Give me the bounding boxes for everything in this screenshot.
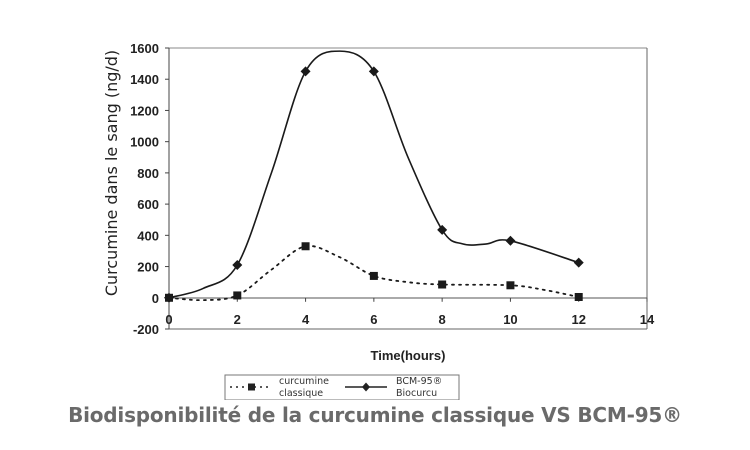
legend-label-line2: Biocurcu [396, 388, 437, 399]
square-marker-icon [574, 292, 583, 301]
legend: curcumine classique BCM-95® Biocurcu [224, 374, 460, 400]
y-tick-label: 400 [137, 228, 159, 243]
series-curcumine-classique-line [168, 245, 580, 302]
x-tick-label: 0 [165, 312, 172, 327]
y-tick-label: 1400 [130, 72, 159, 87]
diamond-marker-icon [164, 292, 174, 303]
x-axis-ticks: 0 2 4 6 8 10 12 14 [165, 297, 655, 327]
square-marker-icon [301, 242, 310, 251]
diamond-marker-icon [368, 66, 379, 77]
x-tick-label: 8 [439, 312, 446, 327]
y-axis-ticks: -200 0 200 400 600 800 1000 1200 1400 1600 [130, 41, 169, 337]
y-tick-label: 800 [137, 166, 159, 181]
y-tick-label: 1600 [130, 41, 159, 56]
x-tick-label: 12 [571, 312, 585, 327]
square-marker-icon [438, 280, 447, 289]
square-marker-icon [233, 291, 242, 300]
chart-caption: Biodisponibilité de la curcumine classiq… [68, 403, 682, 427]
x-tick-label: 4 [302, 312, 310, 327]
y-tick-label: 1200 [130, 103, 159, 118]
diamond-marker-icon [573, 257, 584, 268]
series-bcm95-markers [164, 66, 584, 303]
square-marker-icon [506, 281, 515, 290]
diamond-marker-icon [505, 235, 516, 246]
diamond-marker-icon [362, 382, 370, 392]
chart: Curcumine dans le sang (ng/d) -200020040… [102, 41, 655, 400]
legend-item-curcumine-classique: curcumine classique [230, 376, 329, 399]
x-tick-label: 6 [370, 312, 377, 327]
y-tick-label: 200 [137, 260, 159, 275]
legend-item-bcm95: BCM-95® Biocurcu [345, 376, 442, 399]
x-tick-label: 2 [234, 312, 241, 327]
x-axis-label: Time(hours) [371, 348, 446, 363]
x-tick-label: 14 [640, 312, 655, 327]
y-tick-label: 600 [137, 197, 159, 212]
legend-label-line1: BCM-95® [396, 376, 442, 387]
diamond-marker-icon [437, 224, 448, 235]
y-tick-label: 1000 [130, 135, 159, 150]
square-marker-icon [369, 271, 378, 280]
series-bcm95-line [168, 50, 579, 299]
x-tick-label: 10 [503, 312, 517, 327]
legend-label-line1: curcumine [279, 376, 329, 387]
series-curcumine-classique-markers [165, 242, 583, 302]
y-tick-label: 0 [152, 291, 159, 306]
diamond-marker-icon [300, 66, 311, 77]
diamond-marker-icon [232, 259, 243, 270]
square-marker-icon [248, 383, 255, 391]
y-tick-label: -200 [133, 322, 159, 337]
legend-label-line2: classique [279, 388, 323, 399]
plot-frame [168, 47, 648, 330]
y-axis-label: Curcumine dans le sang (ng/d) [102, 50, 121, 296]
